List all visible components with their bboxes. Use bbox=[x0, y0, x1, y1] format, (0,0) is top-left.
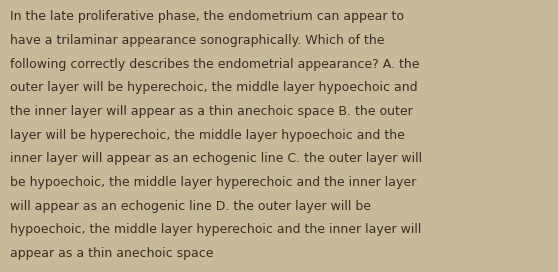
Text: inner layer will appear as an echogenic line C. the outer layer will: inner layer will appear as an echogenic … bbox=[10, 152, 422, 165]
Text: will appear as an echogenic line D. the outer layer will be: will appear as an echogenic line D. the … bbox=[10, 200, 371, 213]
Text: have a trilaminar appearance sonographically. Which of the: have a trilaminar appearance sonographic… bbox=[10, 34, 384, 47]
Text: appear as a thin anechoic space: appear as a thin anechoic space bbox=[10, 247, 214, 260]
Text: the inner layer will appear as a thin anechoic space B. the outer: the inner layer will appear as a thin an… bbox=[10, 105, 413, 118]
Text: be hypoechoic, the middle layer hyperechoic and the inner layer: be hypoechoic, the middle layer hyperech… bbox=[10, 176, 416, 189]
Text: hypoechoic, the middle layer hyperechoic and the inner layer will: hypoechoic, the middle layer hyperechoic… bbox=[10, 223, 421, 236]
Text: following correctly describes the endometrial appearance? A. the: following correctly describes the endome… bbox=[10, 58, 420, 71]
Text: layer will be hyperechoic, the middle layer hypoechoic and the: layer will be hyperechoic, the middle la… bbox=[10, 129, 405, 142]
Text: In the late proliferative phase, the endometrium can appear to: In the late proliferative phase, the end… bbox=[10, 10, 404, 23]
Text: outer layer will be hyperechoic, the middle layer hypoechoic and: outer layer will be hyperechoic, the mid… bbox=[10, 81, 418, 94]
